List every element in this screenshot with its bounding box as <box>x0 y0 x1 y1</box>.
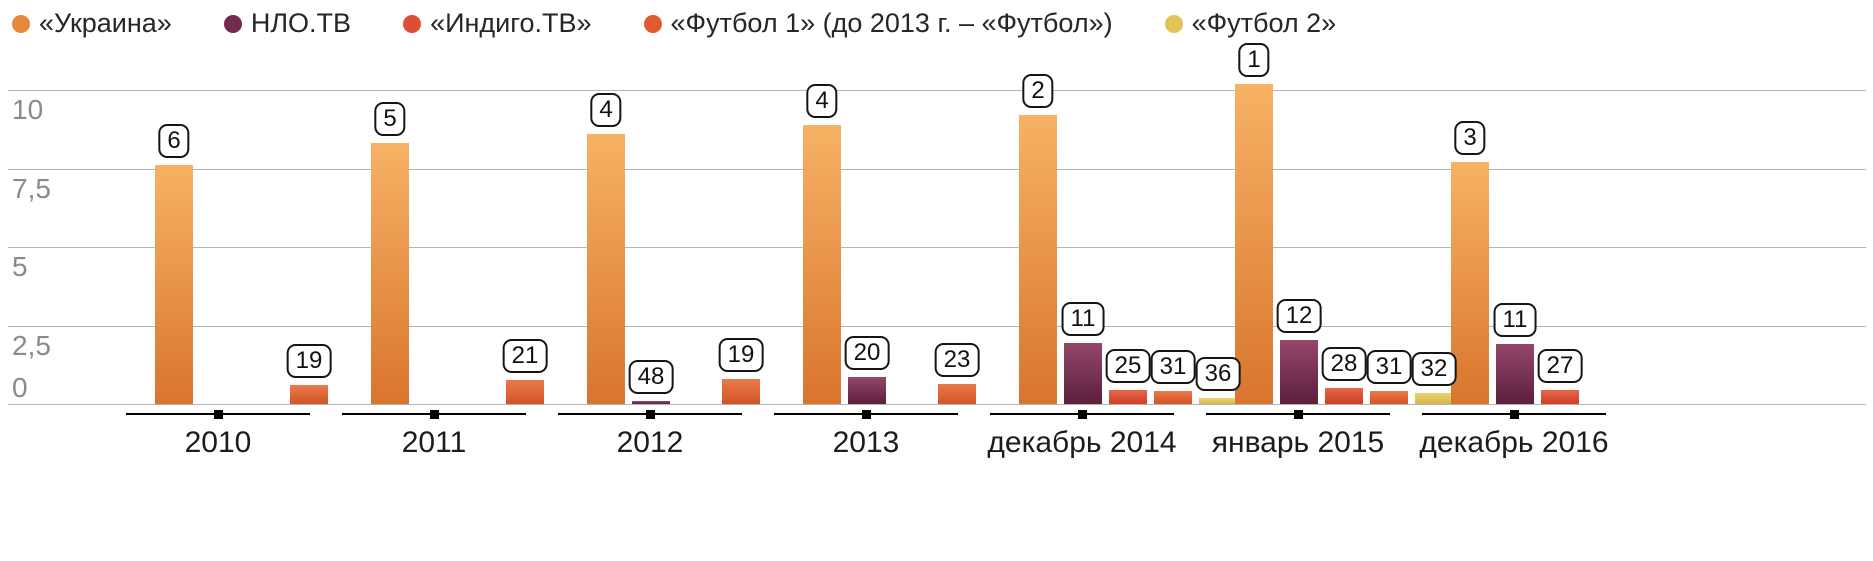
rank-badge: 19 <box>286 344 332 379</box>
bar <box>722 378 760 404</box>
y-axis-tick-label: 7,5 <box>12 172 51 204</box>
bar <box>1370 391 1408 404</box>
bar <box>1325 388 1363 404</box>
gridline <box>8 404 1866 405</box>
legend-item-ukraina: «Украина» <box>12 8 172 39</box>
bar <box>1064 342 1102 404</box>
legend-item-nlo-tv: НЛО.ТВ <box>223 8 352 39</box>
legend-label: «Украина» <box>39 8 172 38</box>
legend-item-indigo-tv: «Индиго.ТВ» <box>403 8 592 39</box>
rank-badge: 11 <box>1061 301 1105 336</box>
gridline <box>8 325 1866 327</box>
gridline <box>8 90 1866 91</box>
bar <box>1154 391 1192 404</box>
bar <box>1019 115 1057 404</box>
legend-label: «Футбол 2» <box>1191 8 1337 38</box>
category-axis-marker <box>429 409 439 419</box>
rank-badge: 27 <box>1537 348 1583 383</box>
category-axis-marker <box>1293 409 1303 419</box>
rank-badge: 25 <box>1105 348 1151 383</box>
category-axis-marker <box>1509 409 1519 419</box>
rank-badge: 31 <box>1366 350 1412 385</box>
bar <box>587 133 625 404</box>
rank-badge: 4 <box>590 92 622 127</box>
bar <box>1415 393 1453 404</box>
y-axis-tick-label: 5 <box>12 251 28 282</box>
bar <box>290 385 328 404</box>
category-label: январь 2015 <box>1211 426 1385 459</box>
rank-badge: 12 <box>1276 298 1322 333</box>
bar <box>1451 162 1489 404</box>
category-axis-marker <box>645 409 655 419</box>
legend-dot-icon <box>12 14 30 33</box>
rank-badge: 23 <box>934 342 980 377</box>
bar <box>632 401 670 404</box>
rank-badge: 21 <box>502 339 548 374</box>
category-axis-marker <box>1077 409 1087 419</box>
legend-dot-icon <box>223 14 242 33</box>
y-axis-tick-label: 2,5 <box>12 329 51 361</box>
category-label: 2010 <box>184 426 252 459</box>
legend-label: «Индиго.ТВ» <box>430 8 592 38</box>
rank-badge: 2 <box>1022 74 1054 109</box>
rank-badge: 19 <box>718 337 764 372</box>
rank-badge: 11 <box>1493 303 1537 338</box>
bar <box>803 124 841 404</box>
category-label: декабрь 2016 <box>1419 426 1609 459</box>
legend-dot-icon <box>403 14 422 33</box>
legend-item-futbol-2: «Футбол 2» <box>1164 8 1337 39</box>
rank-badge: 3 <box>1454 121 1486 156</box>
bar <box>1109 389 1147 404</box>
rank-badge: 6 <box>158 124 190 159</box>
category-axis-marker <box>861 409 871 419</box>
category-label: декабрь 2014 <box>987 426 1177 459</box>
rank-badge: 28 <box>1321 347 1367 382</box>
gridline <box>8 247 1866 248</box>
legend-item-futbol-1: «Футбол 1» (до 2013 г. – «Футбол») <box>643 8 1113 39</box>
category-label: 2013 <box>832 426 900 459</box>
bar <box>371 143 409 404</box>
rank-badge: 36 <box>1195 356 1241 391</box>
bar <box>1235 83 1273 404</box>
category-axis-marker <box>213 409 223 419</box>
rank-badge: 31 <box>1150 350 1196 385</box>
rank-badge: 20 <box>844 336 890 371</box>
rank-badge: 1 <box>1238 42 1270 77</box>
category-label: 2012 <box>616 426 684 459</box>
legend-label: «Футбол 1» (до 2013 г. – «Футбол») <box>670 8 1113 38</box>
bar <box>1541 389 1579 404</box>
legend-dot-icon <box>643 14 662 33</box>
y-axis-tick-label: 10 <box>12 94 44 125</box>
rank-badge: 4 <box>806 83 838 118</box>
category-label: 2011 <box>401 426 467 459</box>
rank-badge: 5 <box>374 102 406 137</box>
chart-legend: «Украина» НЛО.ТВ «Индиго.ТВ» «Футбол 1» … <box>12 8 1336 39</box>
rank-badge: 32 <box>1411 352 1457 386</box>
legend-label: НЛО.ТВ <box>250 8 352 38</box>
gridline <box>8 168 1866 170</box>
bar <box>1199 397 1237 404</box>
legend-dot-icon <box>1164 14 1183 33</box>
bar <box>506 380 544 404</box>
bar <box>1280 339 1318 404</box>
rank-badge: 48 <box>628 360 674 395</box>
bar <box>155 165 193 404</box>
bar <box>848 377 886 404</box>
y-axis-tick-label: 0 <box>12 372 28 403</box>
bar <box>1496 344 1534 404</box>
bar <box>938 383 976 404</box>
